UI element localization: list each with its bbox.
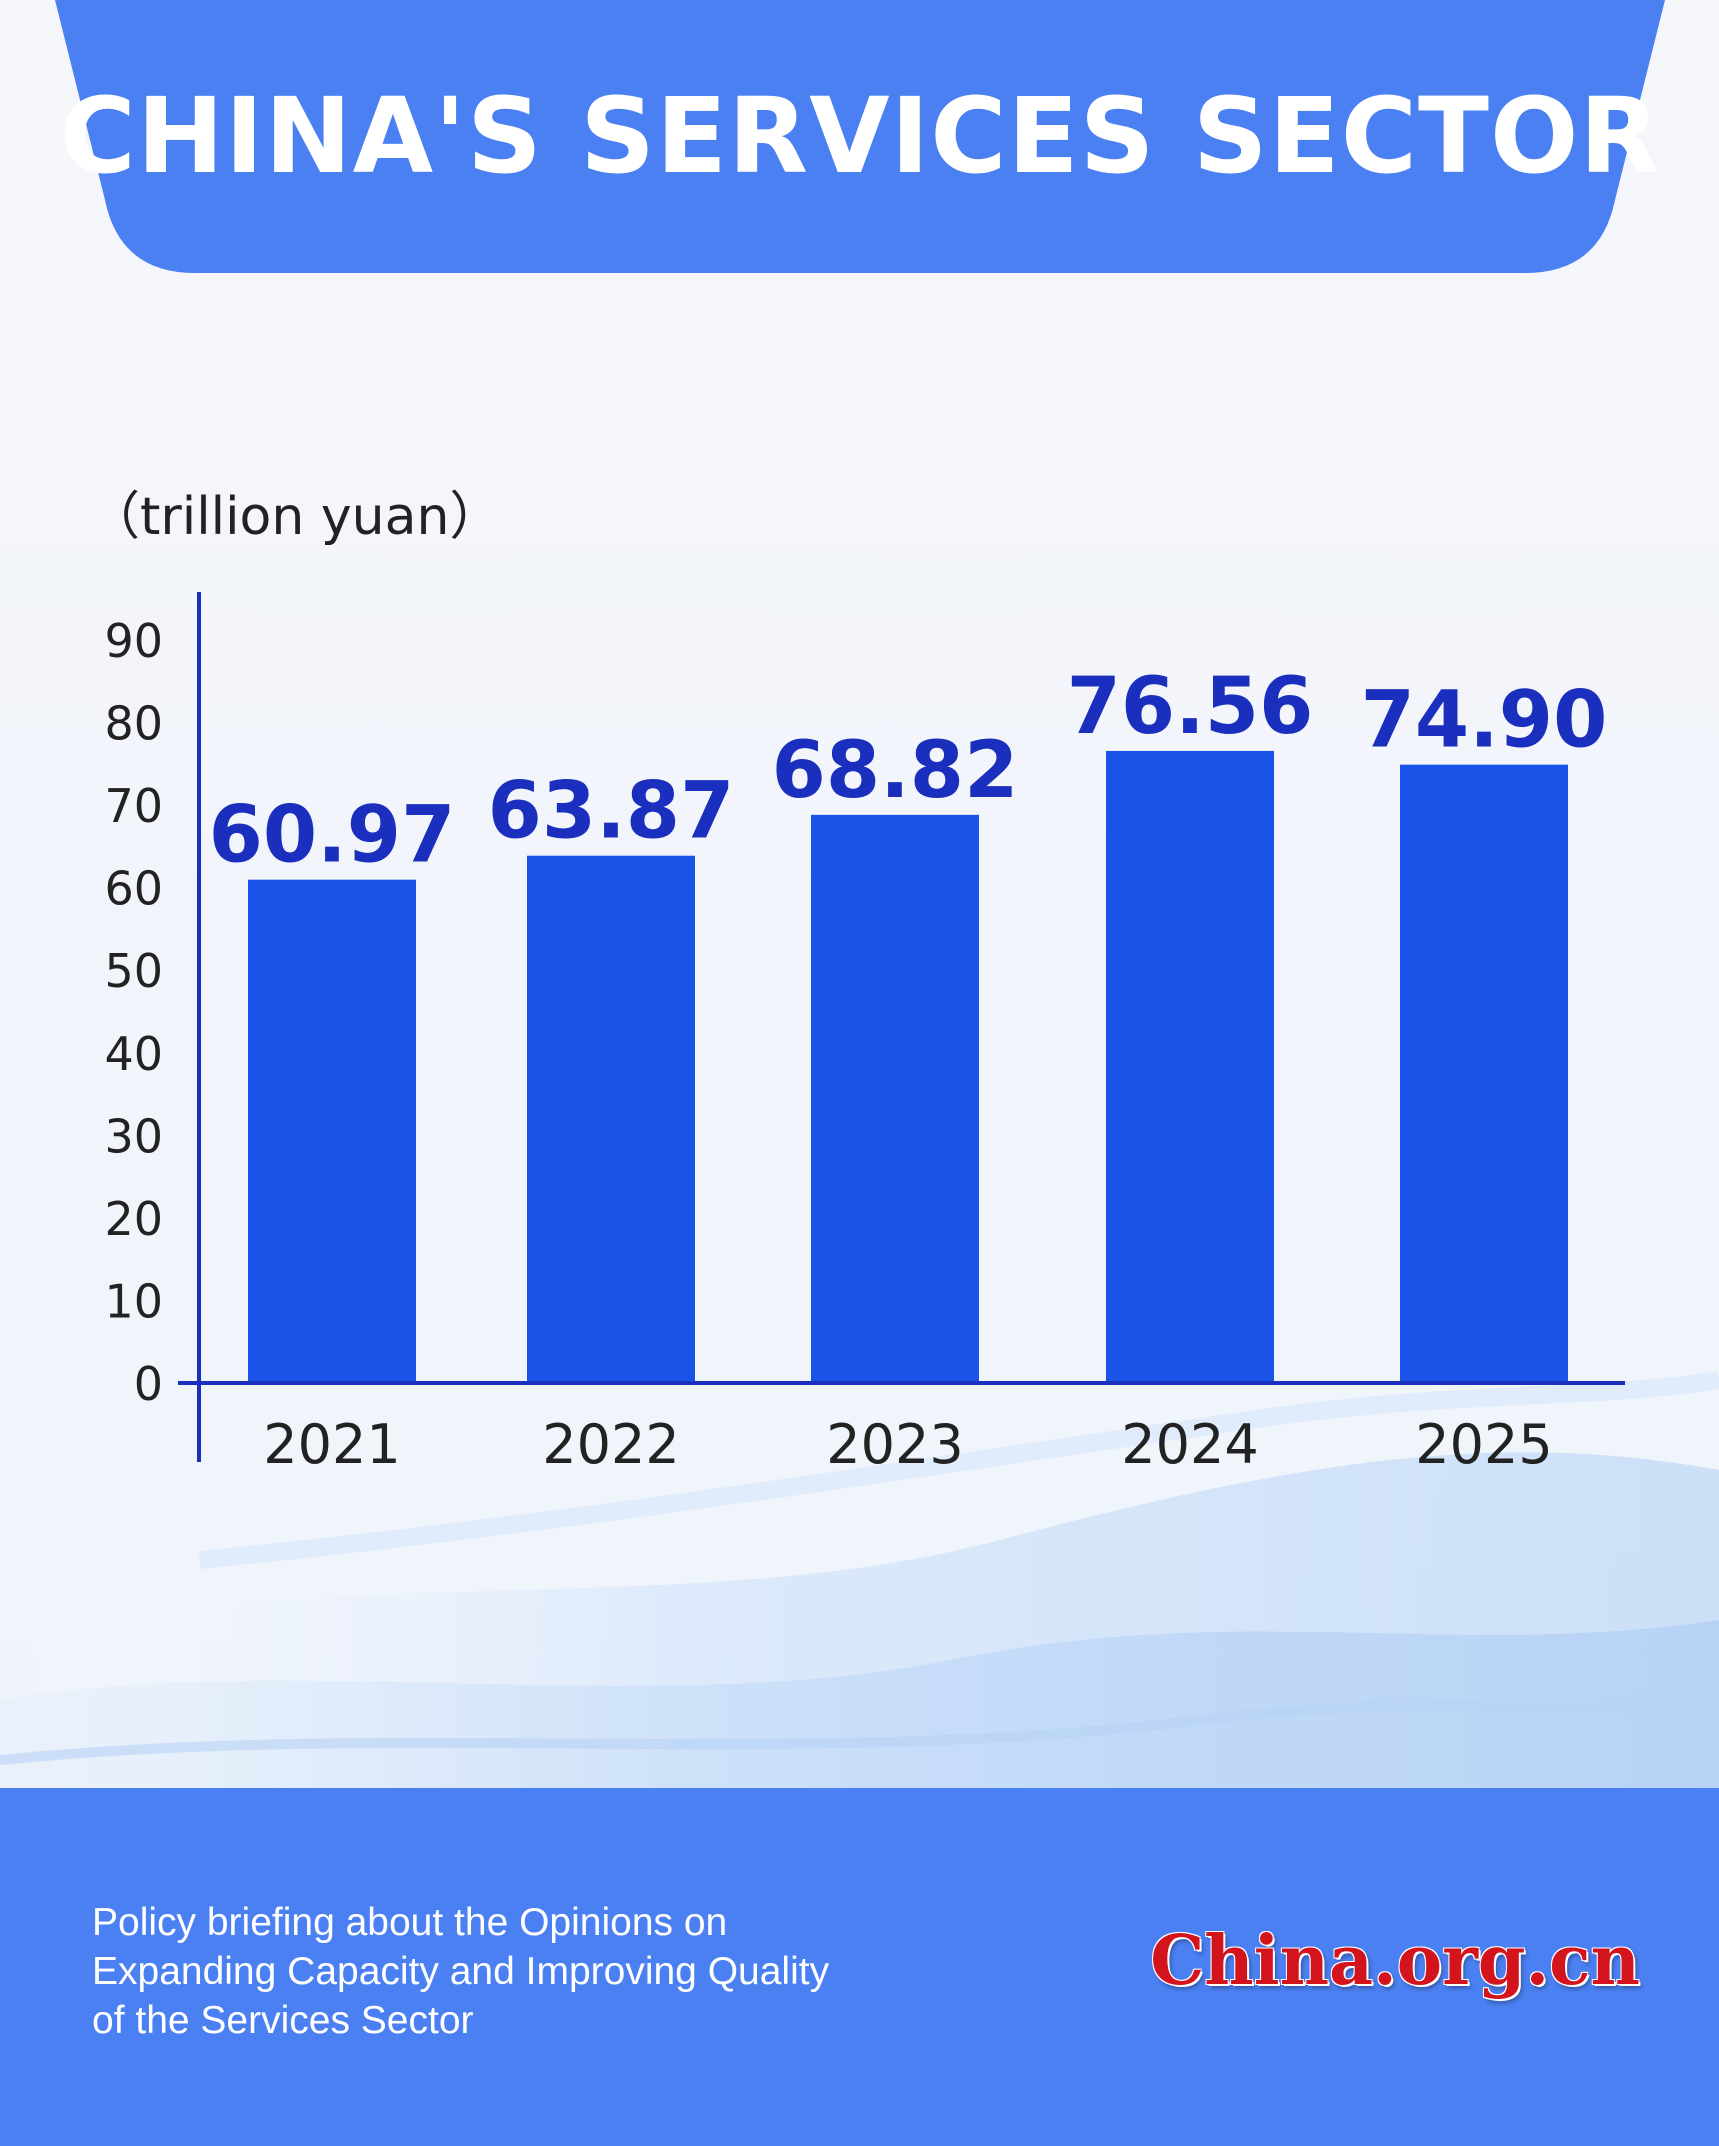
bar-value-label: 60.97 <box>209 791 456 881</box>
y-tick-label: 20 <box>104 1192 163 1246</box>
bar-value-label: 63.87 <box>488 767 735 857</box>
y-tick-label: 30 <box>104 1109 163 1163</box>
x-tick-label: 2024 <box>1121 1413 1258 1476</box>
y-tick-label: 90 <box>104 614 163 668</box>
y-tick-label: 70 <box>104 779 163 833</box>
bar-2023 <box>811 814 979 1383</box>
y-tick-label: 60 <box>104 862 163 916</box>
bar-chart: （trillion yuan） 60.97 2021 63.87 2022 68.82 20… <box>88 487 1625 1476</box>
footer: Policy briefing about the Opinions on Ex… <box>0 1788 1719 2146</box>
footer-caption-line: Expanding Capacity and Improving Quality <box>92 1950 830 1993</box>
title-banner <box>55 0 1665 273</box>
footer-caption-line: of the Services Sector <box>92 1999 474 2042</box>
y-tick-label: 10 <box>104 1274 163 1328</box>
y-tick-label: 40 <box>104 1027 163 1081</box>
china-org-logo: China.org.cn <box>1150 1921 1640 2001</box>
bar-2022 <box>527 855 695 1383</box>
x-tick-label: 2022 <box>542 1413 679 1476</box>
bar-2024 <box>1106 750 1274 1383</box>
y-tick-label: 0 <box>134 1357 163 1411</box>
footer-caption: Policy briefing about the Opinions on Ex… <box>92 1898 992 2045</box>
footer-caption-line: Policy briefing about the Opinions on <box>92 1901 728 1944</box>
bar-2021 <box>248 879 416 1383</box>
x-tick-label: 2021 <box>263 1413 400 1476</box>
bar-value-label: 68.82 <box>772 726 1019 816</box>
y-axis-unit-label: （trillion yuan） <box>88 487 501 547</box>
bar-value-label: 74.90 <box>1361 676 1608 766</box>
bar-value-label: 76.56 <box>1067 662 1314 752</box>
y-tick-label: 80 <box>104 697 163 751</box>
page-title: CHINA'S SERVICES SECTOR <box>59 75 1661 197</box>
x-tick-label: 2023 <box>826 1413 963 1476</box>
x-tick-label: 2025 <box>1415 1413 1552 1476</box>
bar-2025 <box>1400 764 1568 1383</box>
y-tick-label: 50 <box>104 944 163 998</box>
